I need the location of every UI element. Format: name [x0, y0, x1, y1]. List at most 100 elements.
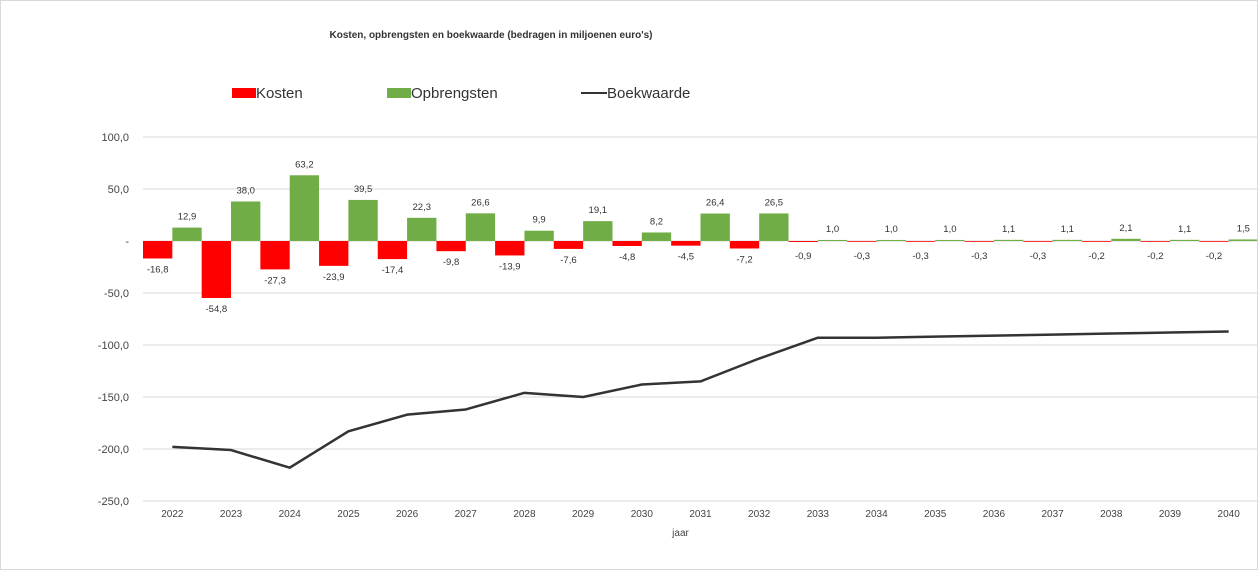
- bar-opbrengsten: [348, 199, 378, 241]
- x-tick-label: 2037: [1041, 509, 1064, 520]
- data-label-kosten: -7,6: [560, 255, 576, 266]
- y-tick-label: -250,0: [98, 496, 129, 508]
- data-label-opbrengsten: 26,4: [706, 198, 725, 209]
- data-label-kosten: -13,9: [499, 261, 521, 272]
- bar-opbrengsten: [465, 213, 496, 241]
- y-tick-label: -100,0: [98, 340, 129, 352]
- bar-kosten: [905, 241, 936, 242]
- data-label-opbrengsten: 9,9: [533, 215, 546, 226]
- data-label-kosten: -16,8: [147, 264, 169, 275]
- data-label-kosten: -0,9: [795, 251, 811, 262]
- legend-item-kosten: Kosten: [232, 82, 303, 104]
- bar-opbrengsten: [935, 239, 965, 241]
- bar-kosten: [788, 241, 818, 242]
- x-tick-label: 2030: [631, 509, 654, 520]
- x-tick-label: 2026: [396, 509, 419, 520]
- data-label-kosten: -9,8: [443, 257, 459, 268]
- data-label-kosten: -27,3: [264, 275, 286, 286]
- data-label-opbrengsten: 12,9: [178, 212, 197, 223]
- x-tick-label: 2040: [1218, 509, 1241, 520]
- boekwaarde-line: [172, 330, 1229, 469]
- data-label-kosten: -0,2: [1206, 251, 1222, 262]
- data-label-opbrengsten: 19,1: [589, 205, 608, 216]
- x-tick-label: 2039: [1159, 509, 1182, 520]
- bar-opbrengsten: [1111, 238, 1141, 241]
- data-label-opbrengsten: 1,1: [1002, 224, 1015, 235]
- legend-item-boekwaarde: Boekwaarde: [581, 82, 690, 104]
- bar-kosten: [1140, 241, 1170, 242]
- legend-swatch-opbrengsten: [387, 88, 411, 98]
- data-label-kosten: -54,8: [206, 304, 228, 315]
- data-label-kosten: -0,2: [1147, 251, 1163, 262]
- data-labels: -16,8 12,9 -54,8 38,0 -27,3 63,2 -23,9 39,5 -17,…: [147, 159, 1250, 315]
- data-label-kosten: -17,4: [382, 265, 404, 276]
- bar-opbrengsten: [759, 213, 789, 241]
- boekwaarde-line-group: [172, 330, 1229, 469]
- bar-opbrengsten: [817, 239, 848, 241]
- y-tick-label: 50,0: [108, 184, 129, 196]
- y-tick-label: -200,0: [98, 444, 129, 456]
- bar-kosten: [553, 241, 584, 249]
- bar-kosten: [671, 241, 701, 246]
- x-tick-label: 2025: [337, 509, 360, 520]
- bar-opbrengsten: [993, 239, 1024, 241]
- bar-kosten: [201, 241, 232, 298]
- bar-kosten: [1023, 241, 1053, 242]
- data-label-kosten: -7,2: [736, 254, 752, 265]
- data-label-kosten: -0,3: [854, 251, 870, 262]
- legend-swatch-kosten: [232, 88, 256, 98]
- legend-label-kosten: Kosten: [256, 84, 303, 102]
- data-label-kosten: -23,9: [323, 272, 345, 283]
- x-tick-label: 2036: [983, 509, 1006, 520]
- x-tick-label: 2031: [689, 509, 712, 520]
- bar-kosten: [260, 241, 290, 270]
- data-label-opbrengsten: 1,0: [943, 224, 956, 235]
- x-tick-label: 2023: [220, 509, 243, 520]
- bar-opbrengsten: [289, 175, 320, 241]
- bar-opbrengsten: [231, 201, 261, 241]
- data-label-opbrengsten: 63,2: [295, 159, 314, 170]
- data-label-opbrengsten: 8,2: [650, 216, 663, 227]
- data-label-kosten: -0,2: [1088, 251, 1104, 262]
- data-label-opbrengsten: 1,0: [885, 224, 898, 235]
- bar-kosten: [143, 241, 173, 259]
- x-tick-label: 2028: [513, 509, 536, 520]
- chart-title: Kosten, opbrengsten en boekwaarde (bedra…: [329, 30, 653, 41]
- data-label-kosten: -0,3: [1030, 251, 1046, 262]
- data-label-kosten: -0,3: [971, 251, 987, 262]
- data-label-kosten: -0,3: [912, 251, 928, 262]
- y-tick-label: -: [125, 236, 129, 248]
- bar-kosten: [1199, 241, 1229, 242]
- x-tick-label: 2034: [865, 509, 888, 520]
- data-label-opbrengsten: 26,5: [765, 197, 784, 208]
- legend-item-opbrengsten: Opbrengsten: [387, 82, 498, 104]
- data-label-kosten: -4,8: [619, 252, 635, 263]
- data-label-opbrengsten: 22,3: [413, 202, 432, 213]
- y-tick-label: -150,0: [98, 392, 129, 404]
- data-label-opbrengsten: 38,0: [236, 185, 255, 196]
- y-tick-label: 100,0: [101, 132, 129, 144]
- bar-opbrengsten: [876, 239, 906, 241]
- bar-opbrengsten: [700, 213, 730, 241]
- y-tick-label: -50,0: [104, 288, 129, 300]
- x-axis-title: jaar: [671, 528, 689, 539]
- x-tick-label: 2033: [807, 509, 830, 520]
- legend: Kosten Opbrengsten Boekwaarde: [1, 82, 1257, 104]
- bar-kosten: [436, 241, 466, 252]
- x-tick-label: 2035: [924, 509, 947, 520]
- data-label-opbrengsten: 1,5: [1237, 223, 1250, 234]
- bar-opbrengsten: [583, 221, 613, 241]
- axes: 100,0 50,0 - -50,0 -100,0 -150,0 -200,0 -250,0 2…: [98, 132, 1240, 520]
- bar-opbrengsten: [1052, 239, 1082, 241]
- x-tick-label: 2029: [572, 509, 595, 520]
- legend-line-boekwaarde: [581, 92, 607, 94]
- x-tick-label: 2038: [1100, 509, 1123, 520]
- data-label-kosten: -4,5: [678, 252, 694, 263]
- x-tick-label: 2024: [279, 509, 302, 520]
- bar-kosten: [319, 241, 349, 266]
- data-label-opbrengsten: 1,1: [1178, 224, 1191, 235]
- x-tick-label: 2022: [161, 509, 184, 520]
- bar-opbrengsten: [524, 230, 554, 241]
